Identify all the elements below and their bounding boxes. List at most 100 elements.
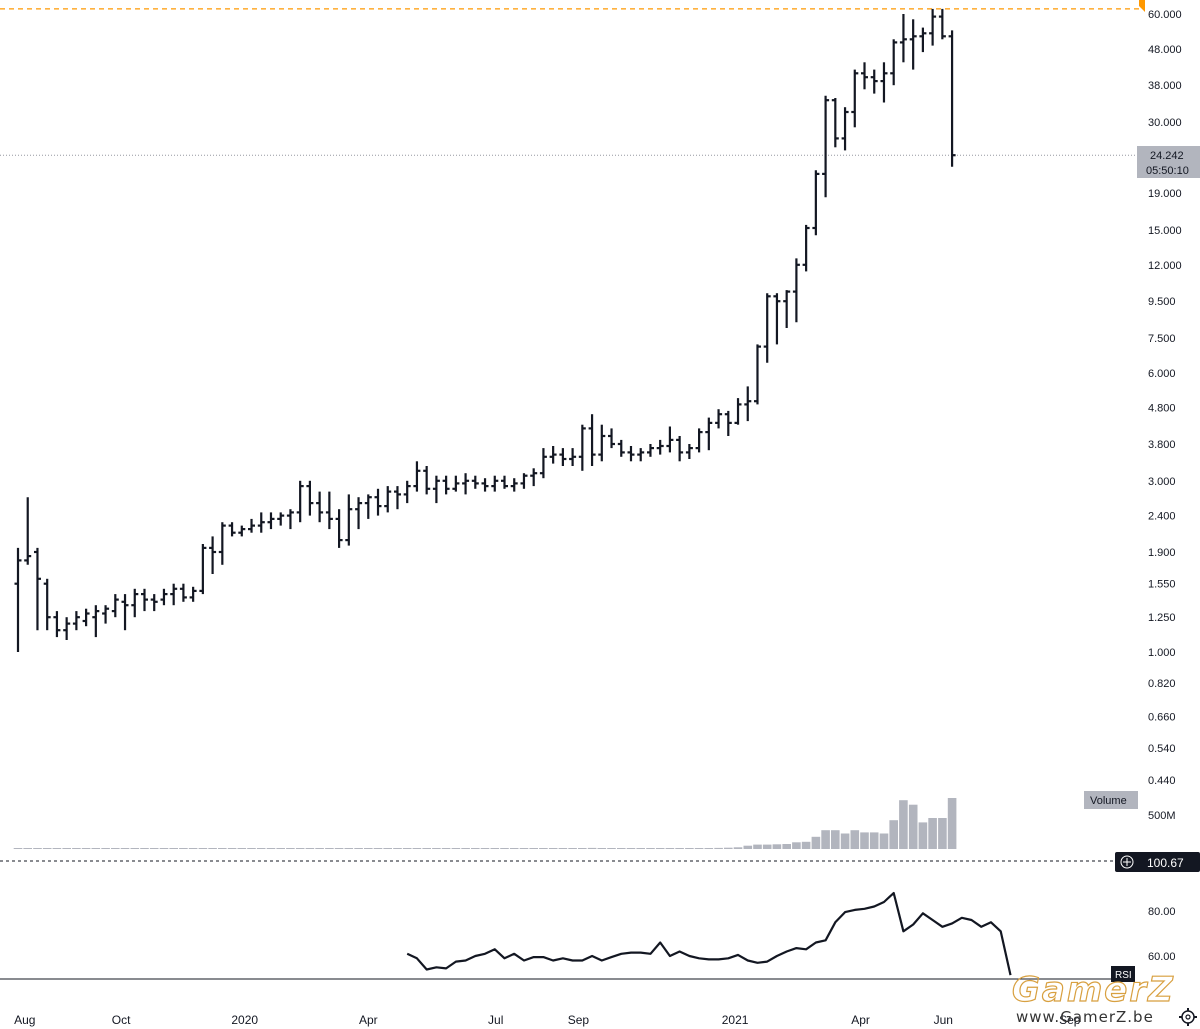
volume-bar	[461, 848, 470, 849]
volume-bar	[276, 848, 285, 849]
volume-bar	[947, 798, 957, 849]
ohlc-bar	[559, 448, 567, 466]
volume-bar	[23, 848, 32, 849]
ohlc-bar	[423, 466, 431, 495]
ohlc-bar	[578, 424, 586, 471]
volume-bar	[373, 848, 383, 849]
volume-bar	[801, 841, 811, 849]
ohlc-bar	[792, 258, 800, 323]
price-tick-label: 1.000	[1148, 647, 1176, 659]
ohlc-bar	[403, 480, 411, 504]
ohlc-bar	[257, 512, 265, 533]
ohlc-bar	[510, 478, 518, 492]
price-axis[interactable]: 60.000 48.000 38.000 30.000 19.000 15.000 12.0…	[1148, 9, 1182, 787]
last-price-value: 24.242	[1150, 150, 1184, 162]
volume-bar	[743, 845, 753, 849]
ohlc-bar	[685, 444, 693, 459]
ohlc-bar	[277, 512, 285, 526]
ohlc-bar	[150, 594, 158, 612]
volume-bar	[354, 848, 363, 849]
volume-bar	[811, 836, 821, 849]
volume-bar	[140, 848, 149, 849]
volume-bar	[490, 848, 500, 849]
volume-bar	[694, 848, 704, 849]
volume-bar	[821, 830, 830, 849]
volume-bar	[568, 848, 577, 849]
ohlc-bar	[802, 224, 810, 272]
volume-bar	[782, 844, 791, 849]
ohlc-bar	[763, 293, 771, 363]
volume-bar	[548, 848, 558, 849]
volume-bar	[899, 800, 908, 849]
ohlc-bar	[170, 583, 178, 606]
ohlc-bar	[24, 497, 32, 565]
ohlc-bar	[325, 491, 333, 530]
ohlc-bar	[228, 522, 236, 537]
ohlc-bar	[608, 428, 615, 449]
ohlc-bar	[267, 512, 275, 530]
volume-bar	[364, 848, 373, 849]
volume-bar	[704, 848, 714, 849]
ohlc-bar	[549, 446, 557, 464]
time-tick-label: Oct	[112, 1013, 131, 1027]
volume-bar	[918, 822, 928, 849]
ohlc-bar	[189, 586, 197, 602]
volume-bar	[325, 848, 334, 849]
volume-bars	[13, 798, 957, 849]
last-price-tag: 24.242 05:50:10	[1137, 146, 1200, 178]
plus-circle-icon[interactable]	[1120, 855, 1134, 869]
ohlc-bar	[355, 497, 363, 530]
volume-bar	[247, 848, 256, 849]
ohlc-bar	[179, 583, 187, 602]
price-tick-label: 0.660	[1148, 712, 1176, 724]
rsi-legend[interactable]: RSI	[1111, 966, 1135, 982]
volume-bar	[286, 848, 295, 849]
volume-bar	[714, 847, 723, 849]
price-tick-label: 0.540	[1148, 743, 1176, 755]
ohlc-bar	[754, 344, 761, 405]
time-axis[interactable]: Aug Oct 2020 Apr Jul Sep 2021 Apr Jun Sep	[14, 1013, 1081, 1027]
volume-bar	[724, 847, 733, 849]
time-tick-label: Jul	[488, 1013, 503, 1027]
ohlc-bar	[880, 62, 888, 103]
rsi-value-tag[interactable]: 100.67	[1115, 852, 1200, 872]
ohlc-bar	[34, 547, 41, 631]
ohlc-bar	[384, 486, 392, 513]
ohlc-bar	[102, 605, 110, 624]
ohlc-bar	[695, 428, 703, 453]
ohlc-bar	[666, 426, 674, 453]
rsi-tick-80: 80.00	[1148, 906, 1176, 918]
volume-bar	[480, 848, 490, 849]
volume-legend[interactable]: Volume	[1084, 791, 1138, 809]
ohlc-bar	[861, 62, 868, 90]
volume-bar	[451, 848, 461, 849]
ohlc-bar	[783, 290, 791, 328]
price-tick-label: 2.400	[1148, 511, 1176, 523]
gear-icon[interactable]	[1179, 1008, 1197, 1026]
volume-bar	[344, 848, 354, 849]
volume-bar	[879, 833, 889, 849]
ohlc-bar	[948, 30, 956, 167]
ohlc-bar	[14, 547, 22, 652]
price-tick-label: 7.500	[1148, 333, 1176, 345]
ohlc-bar	[43, 578, 51, 631]
time-tick-label: Jun	[934, 1013, 953, 1027]
volume-bar	[383, 848, 392, 849]
volume-bar	[218, 848, 227, 849]
ohlc-bar	[238, 525, 246, 537]
volume-bar	[91, 848, 101, 849]
volume-bar	[655, 848, 665, 849]
ohlc-bar	[452, 475, 460, 492]
ohlc-bar	[569, 448, 577, 466]
volume-bar	[149, 848, 159, 849]
volume-bar	[636, 848, 645, 849]
ohlc-bar	[656, 439, 664, 455]
ohlc-bar	[919, 27, 927, 53]
rsi-value: 100.67	[1147, 856, 1184, 870]
volume-bar	[208, 848, 217, 849]
volume-bar	[188, 848, 198, 849]
ohlc-bar	[364, 494, 372, 519]
volume-bar	[441, 848, 451, 849]
ohlc-bar	[160, 588, 168, 606]
